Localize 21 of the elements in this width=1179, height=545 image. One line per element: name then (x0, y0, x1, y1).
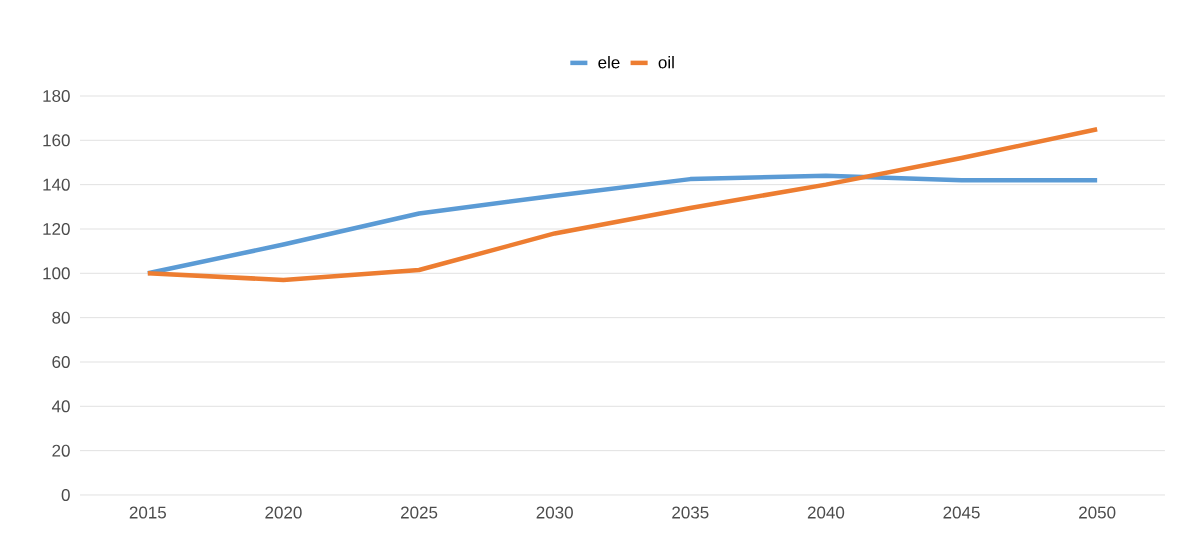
x-tick-label: 2045 (943, 506, 980, 519)
x-tick-label: 2015 (129, 506, 166, 519)
y-tick-label: 20 (52, 444, 70, 457)
y-tick-label: 180 (43, 89, 70, 103)
y-tick-label: 100 (43, 267, 70, 280)
x-tick-label: 2020 (265, 506, 302, 519)
y-tick-label: 140 (43, 178, 70, 191)
y-tick-label: 60 (52, 355, 70, 369)
y-tick-label: 80 (52, 311, 70, 324)
legend-label: ele (598, 55, 620, 69)
x-tick-label: 2035 (672, 506, 709, 519)
x-tick-label: 2030 (536, 506, 573, 519)
y-tick-label: 0 (61, 488, 70, 502)
x-tick-label: 2050 (1079, 506, 1116, 519)
x-tick-label: 2040 (807, 506, 845, 519)
x-tick-label: 2025 (401, 506, 438, 519)
y-tick-label: 120 (43, 222, 70, 236)
y-tick-label: 160 (43, 134, 70, 147)
y-tick-label: 40 (51, 400, 70, 413)
legend-label: oil (658, 55, 674, 69)
line-series (145, 126, 1100, 283)
